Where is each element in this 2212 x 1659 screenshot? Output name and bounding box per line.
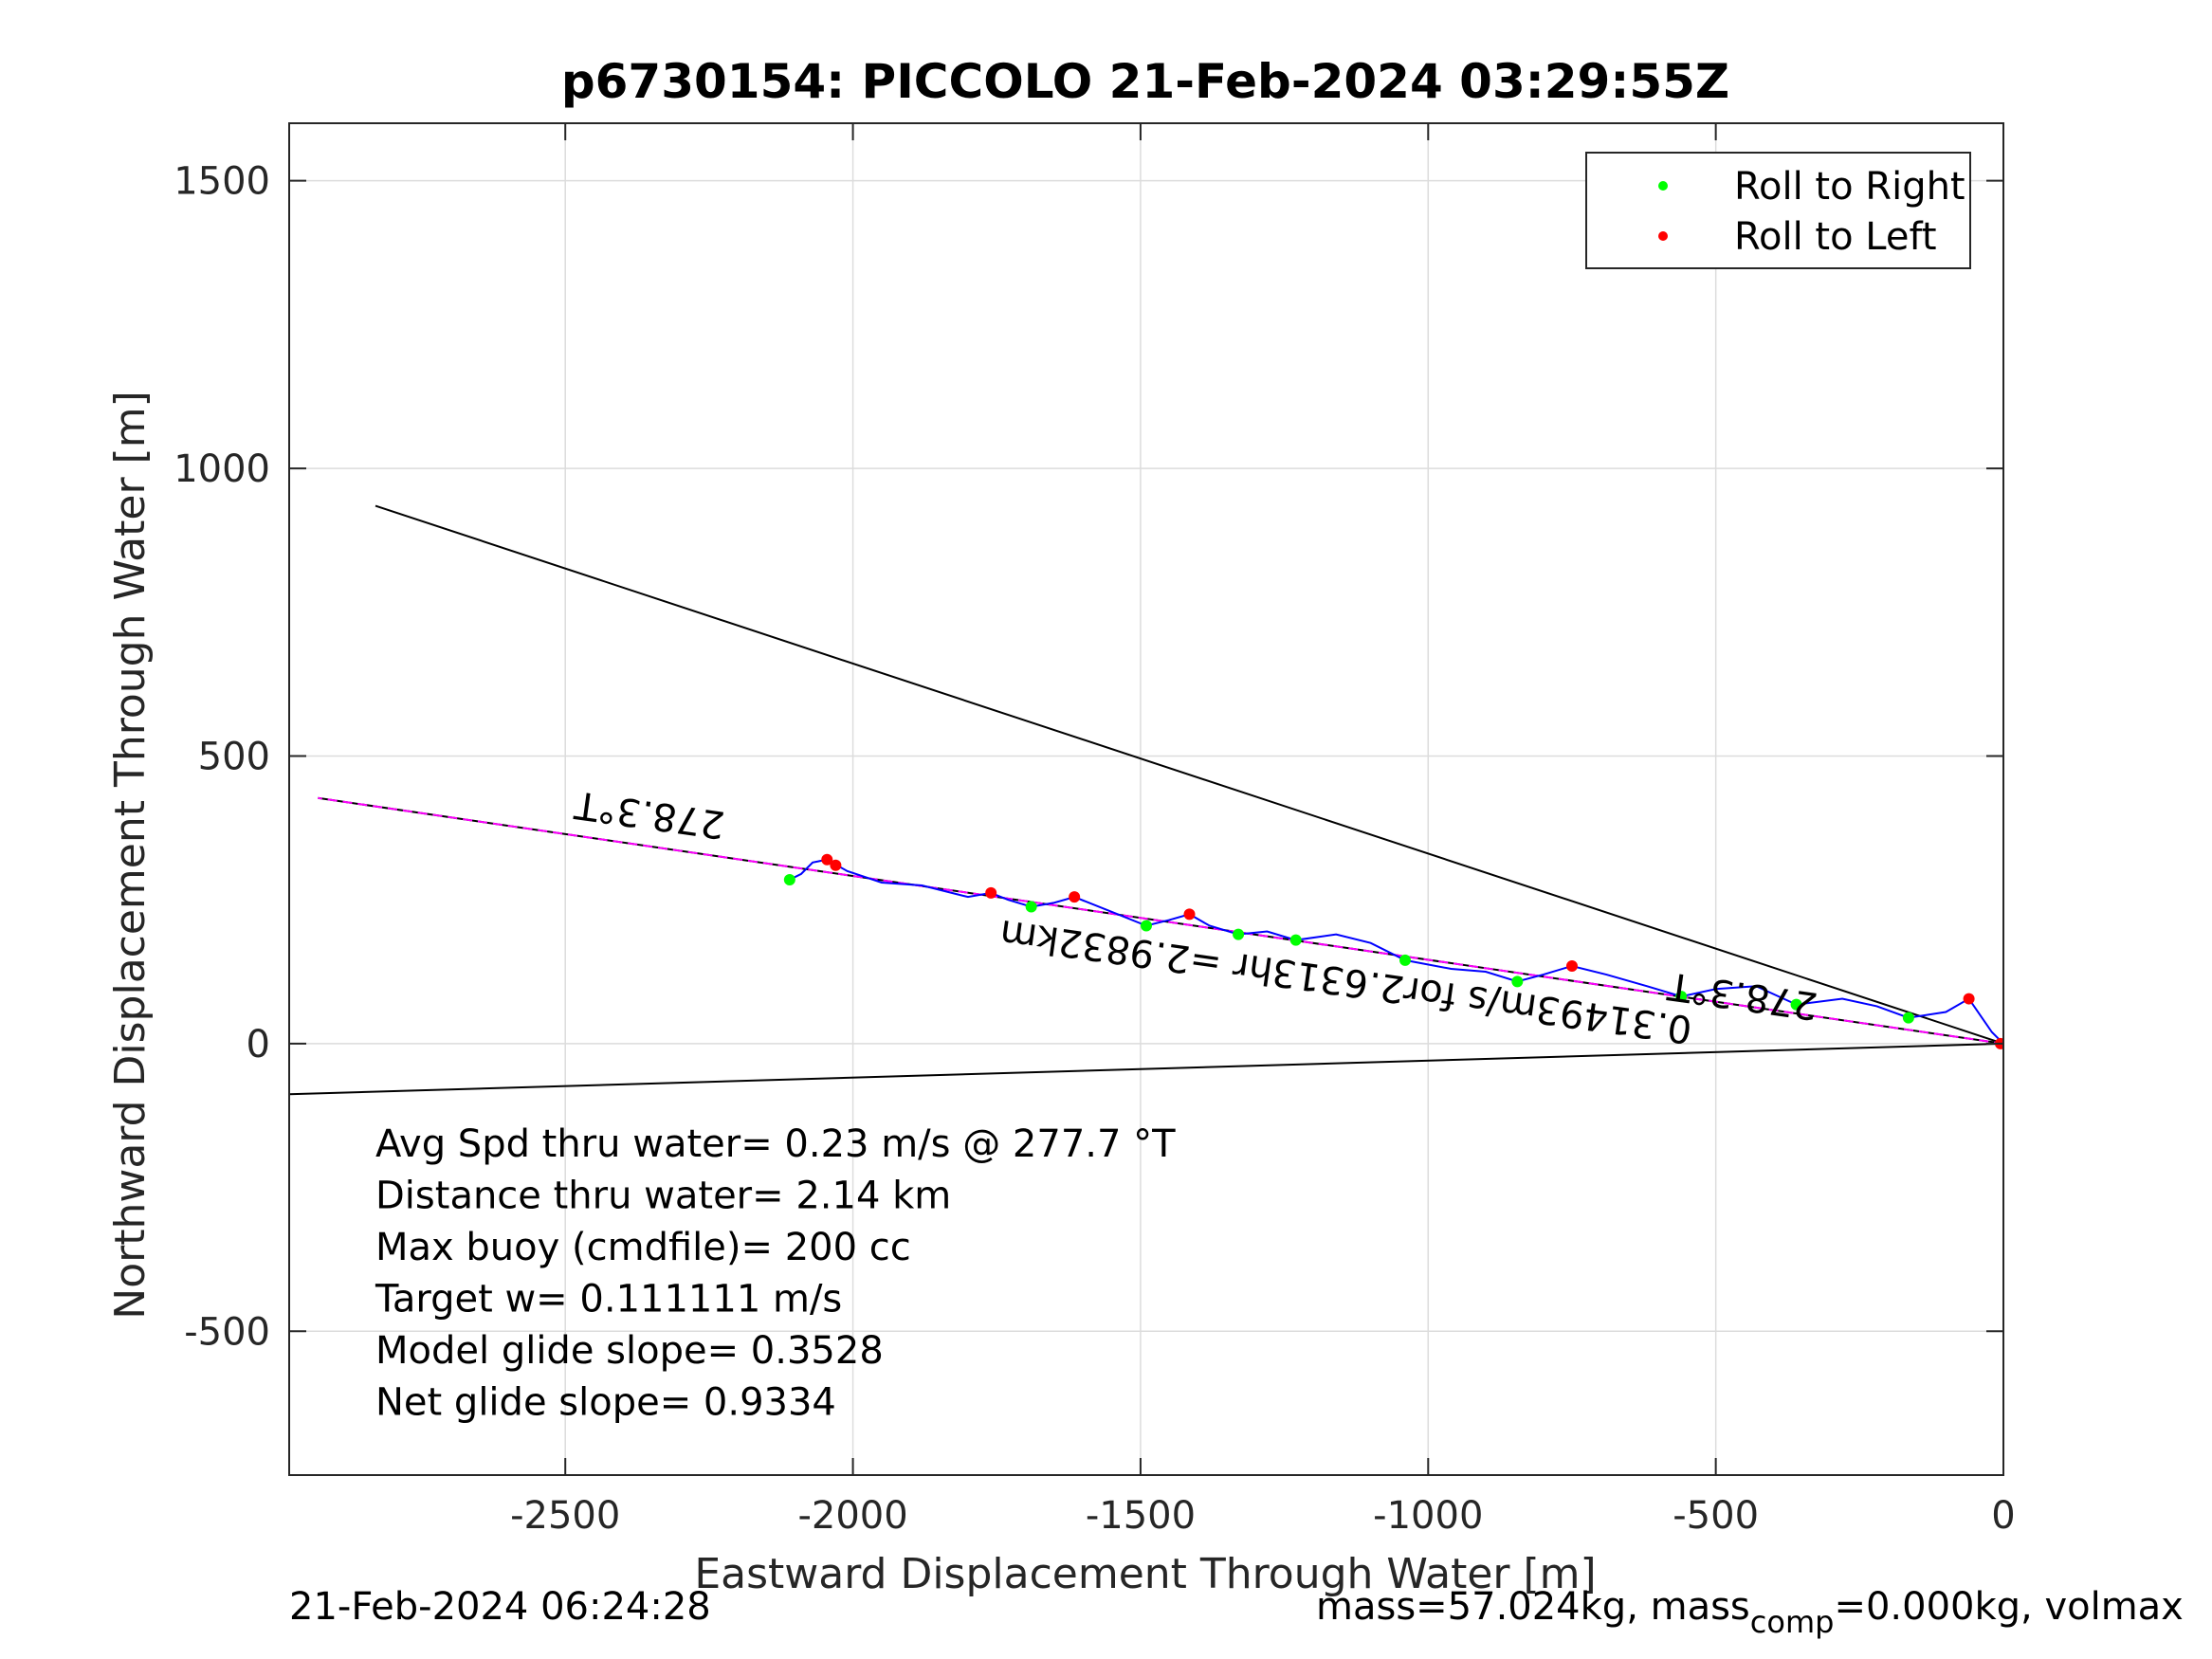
legend-marker [1658, 231, 1668, 241]
roll-left-point [1069, 891, 1081, 903]
roll-right-point [1399, 954, 1412, 966]
legend-marker [1658, 181, 1668, 191]
y-axis-label: Northward Displacement Through Water [m] [106, 391, 155, 1319]
roll-right-point [1902, 1012, 1914, 1024]
footer-timestamp: 21-Feb-2024 06:24:28 [289, 1585, 711, 1629]
y-tick-label: 1500 [174, 160, 270, 204]
roll-left-point [1565, 959, 1578, 972]
roll-right-point [783, 873, 795, 885]
y-tick-label: 1000 [174, 447, 270, 491]
footer-mass-info: mass=57.024kg, masscomp=0.000kg, volmax [1316, 1585, 2184, 1640]
roll-right-point [1511, 975, 1524, 988]
roll-left-point [830, 859, 842, 871]
roll-right-point [1289, 934, 1302, 946]
roll-right-point [1025, 901, 1037, 913]
x-tick-label: -500 [1673, 1494, 1759, 1538]
footer-mass-suffix: =0.000kg, volmax [1834, 1585, 2184, 1629]
y-tick-label: 500 [198, 735, 270, 778]
roll-left-point [985, 886, 997, 899]
footer-mass-prefix: mass=57.024kg, mass [1316, 1585, 1750, 1629]
reference-line [375, 504, 2003, 1045]
roll-left-point [1963, 993, 1975, 1005]
roll-left-point [821, 853, 833, 866]
x-axis-label: Eastward Displacement Through Water [m] [694, 1550, 1596, 1598]
track-line [789, 858, 2003, 1045]
x-tick-label: -1500 [1086, 1494, 1196, 1538]
chart-title: p6730154: PICCOLO 21-Feb-2024 03:29:55Z [561, 54, 1729, 109]
stats-line: Net glide slope= 0.9334 [375, 1381, 836, 1425]
x-tick-label: -1000 [1373, 1494, 1483, 1538]
plot-data [289, 504, 2003, 1096]
x-tick-label: -2500 [510, 1494, 620, 1538]
stats-line: Target w= 0.111111 m/s [375, 1278, 842, 1322]
y-tick-label: 0 [247, 1023, 270, 1066]
axes-box [288, 122, 2004, 1476]
stats-line: Model glide slope= 0.3528 [375, 1329, 884, 1373]
stats-line: Max buoy (cmdfile)= 200 cc [375, 1226, 911, 1269]
stats-line: Avg Spd thru water= 0.23 m/s @ 277.7 °T [375, 1122, 1176, 1166]
stats-line: Distance thru water= 2.14 km [375, 1175, 951, 1218]
legend-label: Roll to Left [1734, 215, 1937, 259]
heading-line [318, 796, 2003, 1045]
legend-label: Roll to Right [1734, 165, 1965, 209]
roll-left-point [1183, 908, 1196, 921]
roll-right-point [1233, 928, 1245, 940]
y-tick-label: -500 [184, 1310, 270, 1354]
legend-box [1585, 152, 1971, 269]
roll-right-point [1790, 998, 1802, 1011]
footer-mass-sub: comp [1749, 1604, 1835, 1640]
plot-area [289, 123, 2003, 1475]
x-tick-label: -2000 [797, 1494, 907, 1538]
roll-right-point [1675, 991, 1688, 1003]
roll-right-point [1141, 920, 1152, 932]
x-tick-label: 0 [1991, 1494, 2015, 1538]
reference-line [289, 1042, 2003, 1096]
